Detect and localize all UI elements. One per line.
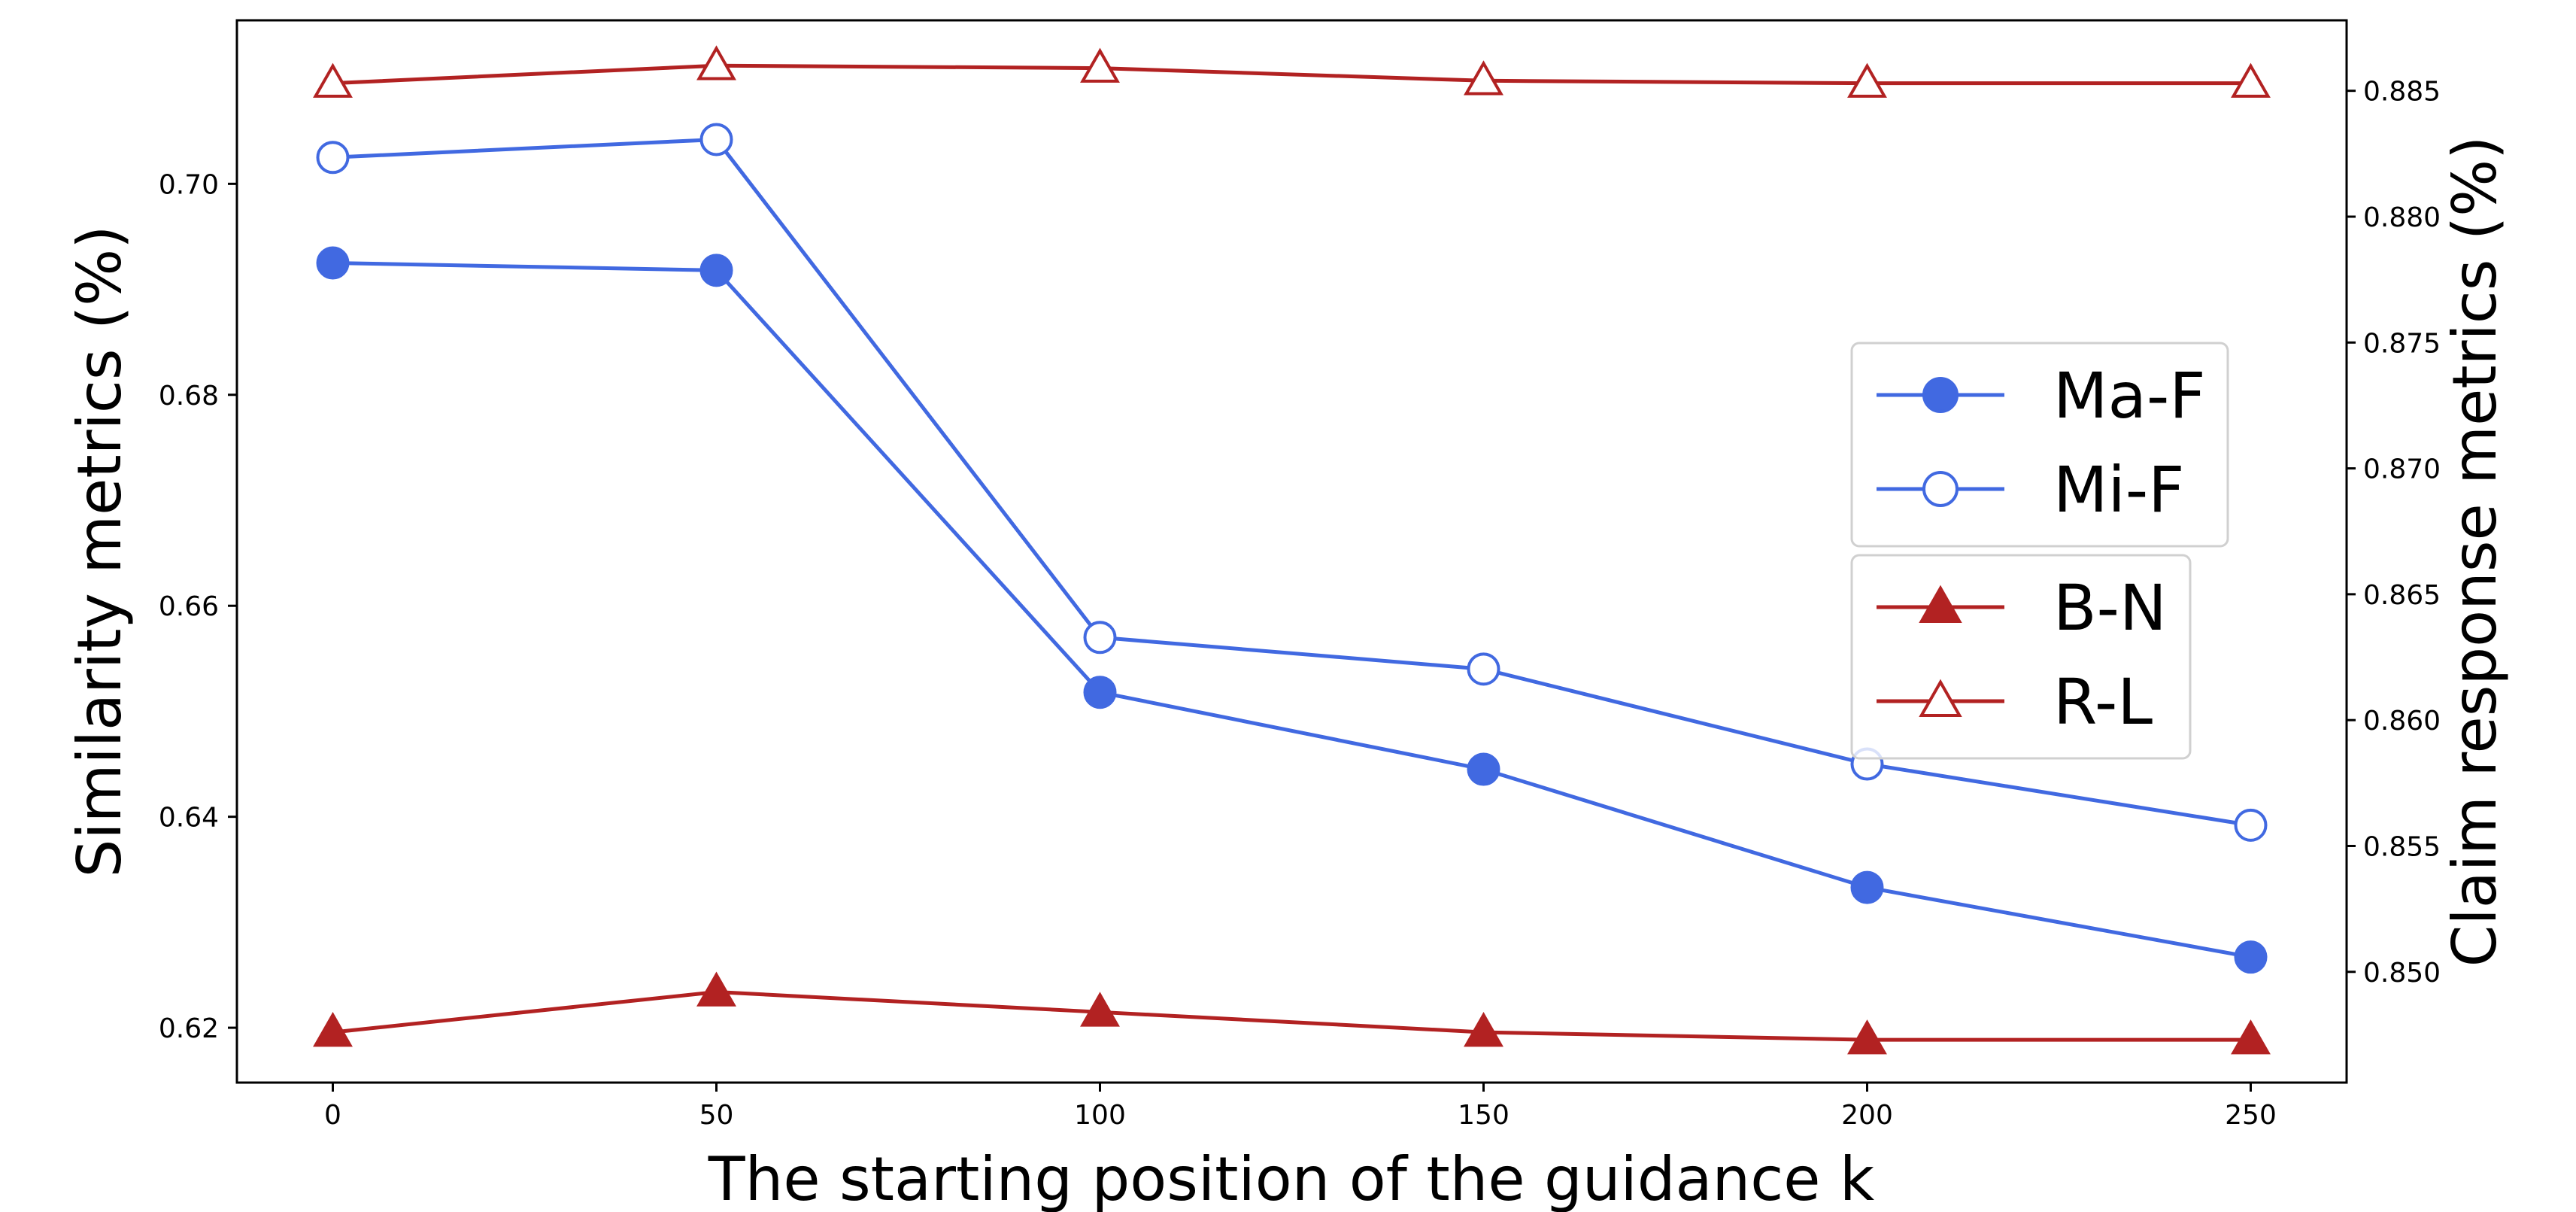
x-tick-label: 100 <box>1074 1100 1126 1131</box>
data-point-b-n <box>1080 992 1120 1027</box>
legend-entry: B-N <box>1877 571 2167 645</box>
data-point-b-n <box>696 971 736 1007</box>
left-y-tick-label: 0.66 <box>159 591 219 622</box>
right-y-tick-label: 0.855 <box>2363 831 2441 862</box>
data-point-r-l <box>1080 47 1120 83</box>
legend-marker <box>1919 585 1962 623</box>
left-y-tick-label: 0.70 <box>159 169 219 200</box>
data-point-b-n <box>1847 1019 1887 1055</box>
legend-marker <box>1919 679 1962 717</box>
legend-entry: Ma-F <box>1877 359 2206 433</box>
data-point-r-l <box>2231 62 2271 98</box>
data-point-ma-f <box>1850 870 1884 904</box>
data-point-ma-f <box>2234 940 2268 974</box>
left-y-tick-label: 0.64 <box>159 803 219 834</box>
series-line-ma-f <box>332 261 2251 959</box>
data-point-mi-f <box>316 141 350 175</box>
series-layer <box>313 45 2271 1055</box>
data-point-mi-f <box>1467 652 1500 686</box>
legend-entry: R-L <box>1877 665 2153 739</box>
legend-label: Ma-F <box>2053 359 2206 433</box>
x-axis: 0 50 100 150 200 250 <box>324 1083 2277 1131</box>
right-y-axis-label: Claim response metrics (%) <box>2440 136 2510 967</box>
data-point-r-l <box>1464 60 1503 96</box>
right-y-tick-label: 0.880 <box>2363 202 2441 233</box>
left-y-tick-label: 0.62 <box>159 1013 219 1044</box>
x-tick-label: 150 <box>1458 1100 1509 1131</box>
right-y-axis: 0.850 0.855 0.860 0.865 0.870 0.875 0.880 0.885 <box>2347 77 2441 989</box>
legend-claim-response: B-N R-L <box>1850 554 2192 760</box>
plot-area <box>235 19 2348 1084</box>
data-point-b-n <box>2231 1019 2271 1055</box>
data-point-r-l <box>696 45 736 80</box>
series-line-b-n <box>332 990 2251 1042</box>
data-point-ma-f <box>699 254 733 287</box>
x-axis-label: The starting position of the guidance k <box>708 1144 1875 1212</box>
x-tick-label: 200 <box>1841 1100 1893 1131</box>
legend-label: B-N <box>2053 571 2167 645</box>
left-y-axis: 0.62 0.64 0.66 0.68 0.70 <box>159 169 237 1044</box>
left-y-axis-label: Similarity metrics (%) <box>65 226 135 878</box>
legend-similarity: Ma-F Mi-F <box>1850 342 2229 548</box>
right-y-tick-label: 0.875 <box>2363 328 2441 359</box>
right-y-tick-label: 0.865 <box>2363 580 2441 611</box>
right-y-tick-label: 0.870 <box>2363 454 2441 485</box>
legend-label: Mi-F <box>2053 453 2184 527</box>
left-y-tick-label: 0.68 <box>159 381 219 412</box>
legend-marker <box>1922 471 1959 507</box>
right-y-tick-label: 0.885 <box>2363 77 2441 108</box>
data-point-ma-f <box>1083 676 1117 709</box>
x-tick-label: 250 <box>2225 1100 2277 1131</box>
data-point-mi-f <box>699 123 733 156</box>
legend-label: R-L <box>2053 665 2153 739</box>
data-point-r-l <box>313 62 353 98</box>
legend-marker <box>1922 377 1959 413</box>
data-point-b-n <box>1464 1012 1503 1047</box>
data-point-mi-f <box>2234 808 2268 842</box>
data-point-ma-f <box>1467 752 1500 786</box>
data-point-b-n <box>313 1012 353 1047</box>
data-point-r-l <box>1847 62 1887 98</box>
right-y-tick-label: 0.860 <box>2363 706 2441 737</box>
right-y-tick-label: 0.850 <box>2363 958 2441 989</box>
series-line-r-l <box>332 63 2251 86</box>
x-tick-label: 0 <box>324 1100 341 1131</box>
series-line-mi-f <box>332 137 2251 828</box>
data-point-mi-f <box>1083 621 1117 655</box>
legend-entry: Mi-F <box>1877 453 2184 527</box>
x-tick-label: 50 <box>699 1100 734 1131</box>
data-point-ma-f <box>316 246 350 280</box>
